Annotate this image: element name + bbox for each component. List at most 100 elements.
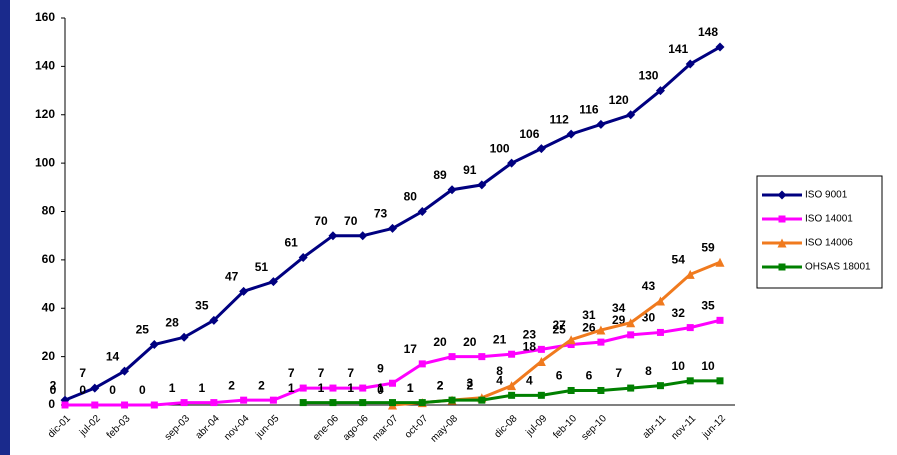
data-label: 9 [377,361,384,375]
data-label: 148 [698,25,718,39]
x-tick-label: oct-07 [403,413,431,441]
marker [328,231,338,241]
y-tick-label: 40 [42,300,56,314]
data-label: 34 [612,301,626,315]
x-tick-label: ene-06 [311,413,341,443]
x-tick-label: dic-08 [493,413,520,440]
data-label: 26 [582,320,596,334]
data-label: 10 [701,359,715,373]
marker [715,42,725,52]
marker [359,399,367,407]
legend-label: ISO 9001 [805,190,848,201]
marker [90,383,100,393]
data-label: 31 [582,308,596,322]
data-label: 0 [50,383,57,397]
data-label: 35 [195,299,209,313]
marker [508,391,516,399]
data-label: 2 [437,378,444,392]
data-label: 2 [258,378,265,392]
data-label: 21 [493,332,507,346]
marker [359,384,367,392]
y-tick-label: 0 [48,397,55,411]
marker [298,252,308,262]
marker [686,377,694,385]
marker [536,144,546,154]
data-label: 1 [377,381,384,395]
data-label: 47 [225,269,239,283]
marker [477,180,487,190]
data-label: 25 [552,323,566,337]
data-label: 89 [433,168,447,182]
data-label: 17 [404,342,418,356]
marker [685,269,695,279]
marker [597,386,605,394]
marker [777,190,787,200]
data-label: 116 [579,103,599,117]
marker [329,399,337,407]
marker [209,315,219,325]
data-label: 106 [519,127,539,141]
marker [418,360,426,368]
marker [715,257,725,267]
data-label: 2 [50,378,57,392]
marker [417,207,427,216]
data-label: 6 [586,369,593,383]
data-label: 4 [526,373,533,387]
marker [596,119,606,129]
marker [448,353,456,361]
data-label: 70 [314,214,328,228]
y-tick-label: 160 [35,10,55,24]
y-tick-label: 80 [42,204,56,218]
marker [567,341,575,349]
data-label: 0 [79,383,86,397]
marker [656,382,664,390]
y-tick-label: 100 [35,155,55,169]
x-tick-label: feb-10 [551,413,579,441]
marker [686,324,694,332]
x-tick-label: jul-02 [77,413,103,439]
marker [150,401,158,409]
data-label: 25 [136,323,150,337]
series-line [65,318,721,407]
marker [120,366,130,376]
marker [778,215,786,223]
marker [536,356,546,366]
data-label: 51 [255,260,269,274]
data-label: 27 [552,318,566,332]
data-label: 1 [318,381,325,395]
data-label: 1 [347,381,354,395]
data-label: 1 [169,381,176,395]
marker [180,399,188,407]
data-label: 43 [642,279,656,293]
x-tick-label: dic-01 [46,413,73,440]
data-label: 28 [165,315,179,329]
marker [210,399,218,407]
data-label: 2 [437,378,444,392]
data-label: 3 [466,376,473,390]
marker [596,325,606,335]
y-tick-label: 20 [42,349,56,363]
data-label: 20 [433,335,447,349]
data-label: 73 [374,207,388,221]
x-tick-label: mar-07 [370,413,400,443]
marker [268,277,278,287]
data-label: 7 [347,366,354,380]
data-label: 2 [228,378,235,392]
data-label: 1 [199,381,206,395]
marker [91,401,99,409]
marker [716,316,724,324]
data-label: 54 [672,253,686,267]
marker [567,386,575,394]
data-label: 112 [549,112,569,126]
marker [626,318,636,328]
x-tick-label: abr-04 [194,413,223,442]
marker [507,158,517,168]
data-label: 23 [523,328,537,342]
marker [448,396,456,404]
x-tick-label: nov-11 [669,413,698,442]
data-label: 10 [672,359,686,373]
marker [537,345,545,353]
marker [478,396,486,404]
x-tick-label: ago-06 [341,413,371,443]
